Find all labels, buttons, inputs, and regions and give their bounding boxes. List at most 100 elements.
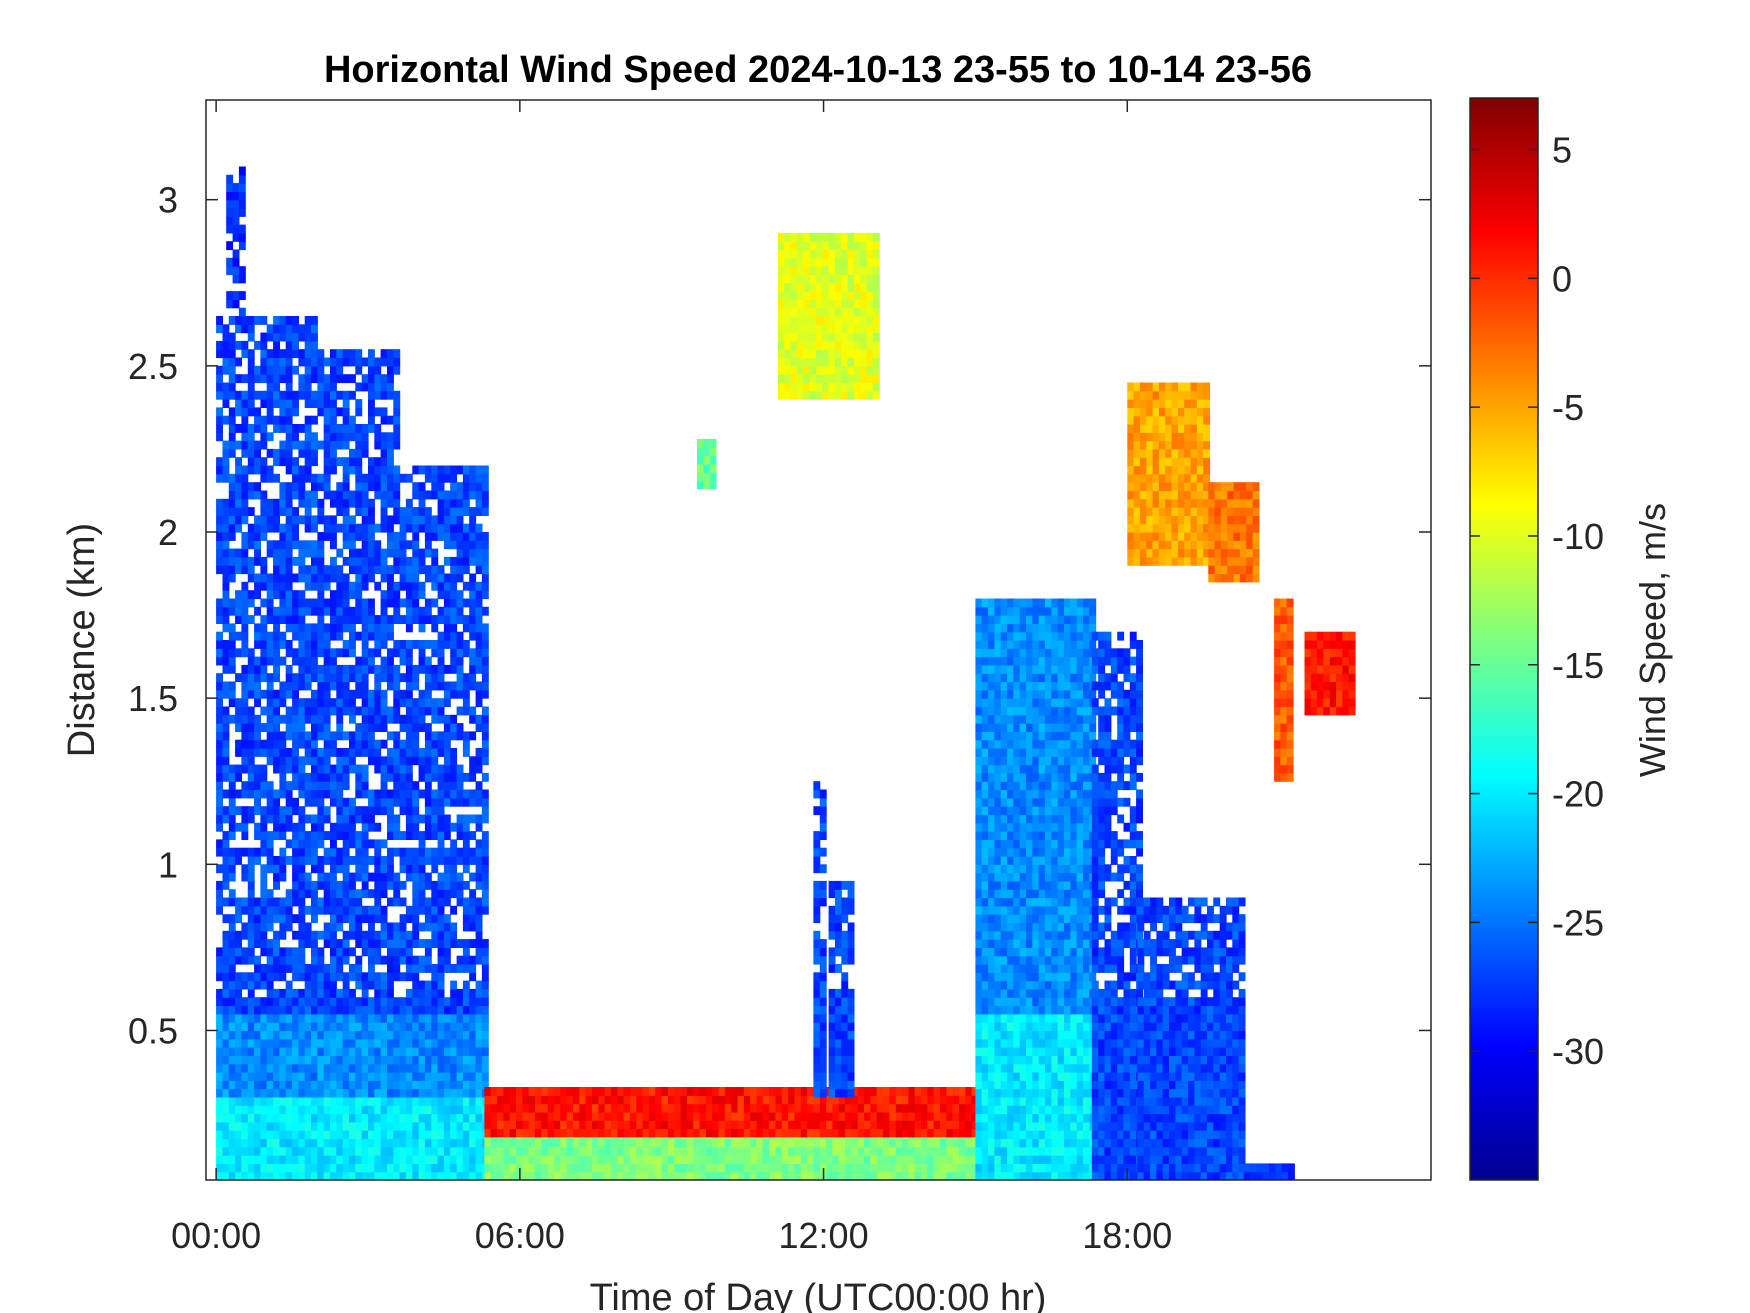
heatmap-cell	[317, 390, 325, 400]
heatmap-cell	[254, 1105, 261, 1115]
heatmap-cell	[222, 1030, 230, 1040]
heatmap-cell	[285, 964, 293, 973]
heatmap-cell	[393, 1063, 401, 1073]
heatmap-cell	[579, 1155, 587, 1164]
heatmap-cell	[838, 1171, 846, 1180]
heatmap-cell	[311, 856, 318, 865]
heatmap-cell	[232, 232, 240, 242]
heatmap-cell	[342, 457, 350, 467]
heatmap-cell	[535, 1095, 542, 1105]
heatmap-cell	[412, 797, 420, 807]
heatmap-cell	[629, 1128, 637, 1138]
heatmap-cell	[412, 980, 420, 990]
heatmap-cell	[393, 964, 401, 973]
heatmap-cell	[743, 1146, 751, 1156]
heatmap-cell	[405, 623, 413, 633]
heatmap-cell	[469, 905, 477, 915]
heatmap-cell	[611, 1138, 618, 1148]
heatmap-cell	[317, 822, 325, 832]
heatmap-cell	[835, 1022, 842, 1032]
heatmap-cell	[853, 349, 861, 359]
heatmap-cell	[927, 1087, 935, 1096]
heatmap-cell	[579, 1095, 587, 1105]
heatmap-cell	[349, 856, 356, 865]
heatmap-cell	[778, 257, 785, 267]
heatmap-cell	[241, 905, 249, 915]
heatmap-cell	[304, 980, 312, 990]
heatmap-cell	[908, 1128, 916, 1138]
heatmap-cell	[762, 1138, 770, 1148]
heatmap-cell	[374, 748, 382, 757]
heatmap-cell	[424, 465, 432, 475]
heatmap-cell	[228, 440, 236, 450]
heatmap-cell	[693, 1171, 701, 1180]
heatmap-cell	[393, 689, 401, 699]
heatmap-cell	[228, 897, 236, 907]
heatmap-cell	[819, 1088, 827, 1098]
heatmap-cell	[405, 723, 413, 732]
heatmap-cell	[216, 1055, 223, 1065]
heatmap-cell	[273, 473, 280, 483]
heatmap-cell	[509, 1155, 517, 1164]
heatmap-cell	[285, 532, 293, 541]
heatmap-cell	[330, 880, 337, 890]
heatmap-cell	[342, 1163, 350, 1173]
heatmap-cell	[712, 1111, 720, 1121]
heatmap-cell	[469, 540, 477, 550]
heatmap-cell	[361, 739, 369, 749]
heatmap-cell	[847, 905, 855, 915]
heatmap-cell	[374, 556, 382, 566]
heatmap-cell	[743, 1138, 751, 1148]
heatmap-cell	[503, 1103, 511, 1113]
heatmap-cell	[971, 1146, 979, 1156]
heatmap-cell	[481, 905, 489, 915]
heatmap-cell	[490, 1171, 498, 1180]
heatmap-cell	[393, 880, 401, 890]
heatmap-cell	[481, 490, 489, 500]
heatmap-cell	[481, 689, 489, 699]
heatmap-cell	[424, 1146, 432, 1156]
heatmap-cell	[323, 897, 331, 907]
heatmap-cell	[437, 939, 445, 948]
heatmap-cell	[876, 1111, 884, 1121]
heatmap-cell	[330, 615, 337, 624]
heatmap-cell	[405, 523, 413, 533]
heatmap-cell	[368, 365, 375, 375]
heatmap-cell	[323, 374, 331, 384]
heatmap-cell	[311, 880, 318, 890]
heatmap-cell	[807, 1128, 814, 1138]
heatmap-cell	[788, 1163, 795, 1173]
heatmap-cell	[424, 748, 432, 757]
heatmap-cell	[349, 1072, 356, 1081]
heatmap-cell	[959, 1095, 966, 1105]
heatmap-cell	[443, 615, 451, 624]
heatmap-cell	[387, 1163, 394, 1173]
heatmap-cell	[443, 1171, 451, 1180]
heatmap-cell	[374, 756, 382, 766]
heatmap-cell	[443, 922, 451, 932]
heatmap-cell	[462, 1163, 470, 1173]
heatmap-cell	[709, 463, 717, 473]
heatmap-cell	[835, 340, 842, 350]
heatmap-cell	[374, 1072, 382, 1081]
heatmap-cell	[247, 681, 255, 691]
heatmap-cell	[775, 1087, 783, 1096]
heatmap-cell	[260, 473, 268, 483]
heatmap-cell	[317, 947, 325, 957]
heatmap-cell	[418, 565, 426, 575]
heatmap-cell	[475, 473, 483, 483]
heatmap-cell	[475, 797, 483, 807]
heatmap-cell	[399, 573, 407, 583]
heatmap-cell	[462, 565, 470, 575]
heatmap-cell	[222, 1138, 230, 1148]
heatmap-cell	[456, 673, 464, 683]
heatmap-cell	[853, 324, 861, 334]
heatmap-cell	[285, 1047, 293, 1056]
heatmap-cell	[623, 1146, 631, 1156]
heatmap-cell	[819, 1103, 827, 1113]
heatmap-cell	[247, 864, 255, 874]
heatmap-cell	[655, 1103, 663, 1113]
heatmap-cell	[554, 1171, 561, 1180]
heatmap-cell	[311, 415, 318, 425]
heatmap-cell	[841, 997, 849, 1007]
